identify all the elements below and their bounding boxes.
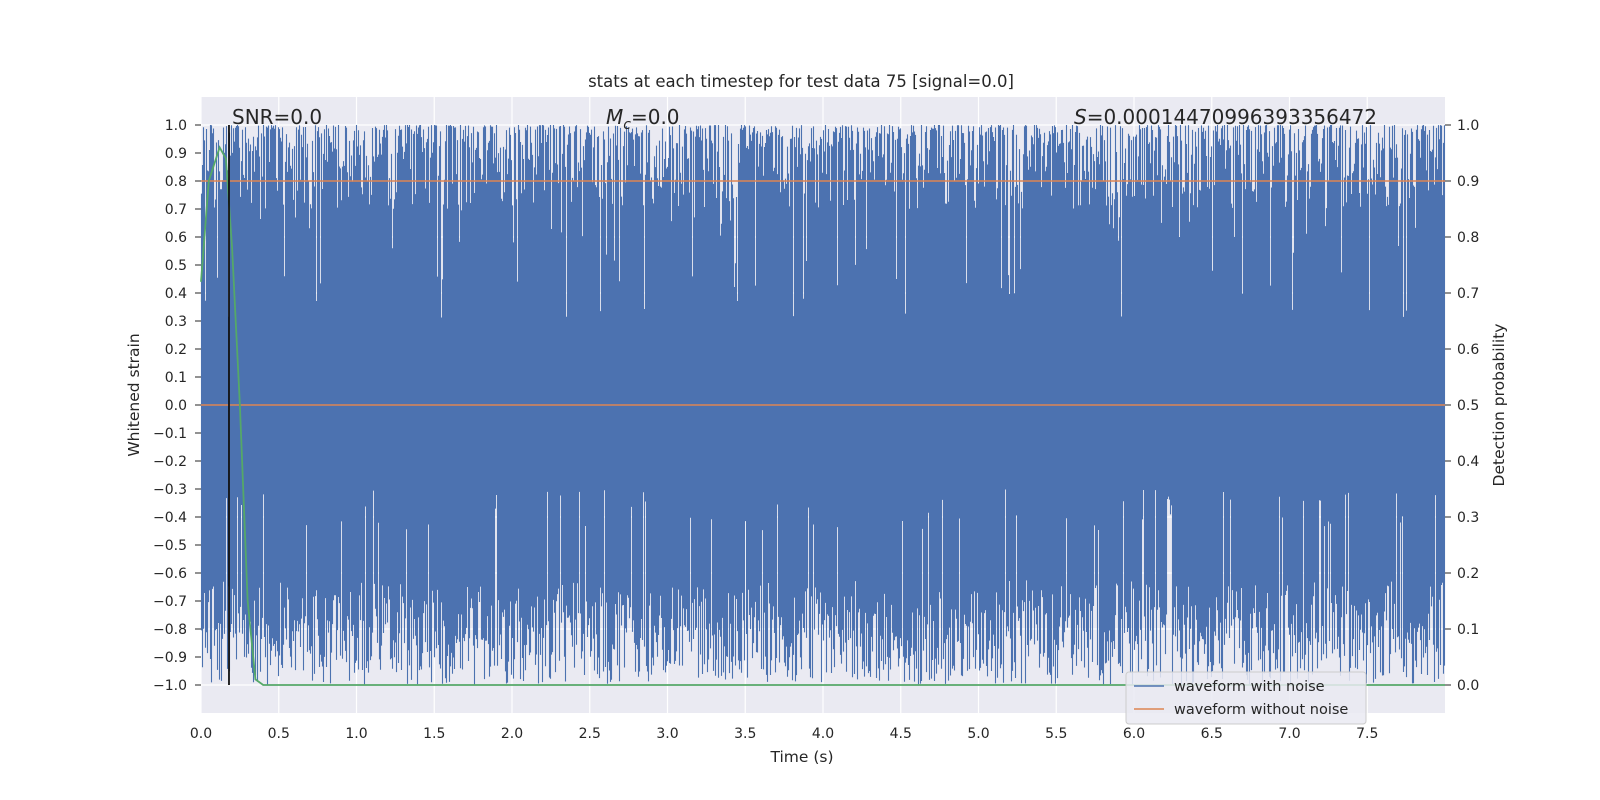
s-annotation: S=0.00014470996393356472 [1074,105,1377,129]
y-tick-label: 0.3 [165,314,187,330]
x-axis-label: Time (s) [769,748,833,766]
y2-tick-label: 0.8 [1457,230,1479,246]
y-tick-label: −0.2 [153,454,187,470]
y-tick-label: −0.3 [153,482,187,498]
x-tick-label: 1.5 [423,726,445,742]
y2-tick-label: 0.3 [1457,510,1479,526]
y-tick-label: 0.0 [165,398,187,414]
y2-axis-label: Detection probability [1490,324,1508,487]
y2-tick-labels: 1.0 0.9 0.8 0.7 0.6 0.5 0.4 0.3 0.2 0.1 0.0 [1445,118,1479,694]
x-tick-label: 3.5 [734,726,756,742]
y2-tick-label: 0.9 [1457,174,1479,190]
x-tick-label: 2.5 [579,726,601,742]
legend-label-clean: waveform without noise [1174,702,1348,718]
y-tick-label: 0.2 [165,342,187,358]
x-tick-label: 6.5 [1201,726,1223,742]
mc-value: =0.0 [631,105,680,129]
s-symbol: S [1074,105,1087,129]
s-value: =0.00014470996393356472 [1087,105,1377,129]
y-tick-label: 0.9 [165,146,187,162]
y-tick-label: −0.1 [153,426,187,442]
x-tick-label: 4.5 [890,726,912,742]
series-waveform-with-noise [200,125,1446,685]
series-waveform-without-noise [201,180,1445,406]
y-tick-label: 0.6 [165,230,187,246]
y-tick-label: −0.9 [153,650,187,666]
legend-label-noise: waveform with noise [1174,679,1325,695]
y-tick-label: 0.7 [165,202,187,218]
y-tick-label: −0.8 [153,622,187,638]
mc-annotation: Mc=0.0 [606,105,680,133]
y2-tick-label: 1.0 [1457,118,1479,134]
x-tick-label: 7.0 [1278,726,1300,742]
x-tick-label: 0.0 [190,726,212,742]
y-tick-label: 1.0 [165,118,187,134]
y-tick-label: 0.4 [165,286,187,302]
y-axis-label: Whitened strain [125,333,143,456]
y-tick-labels: 1.0 0.9 0.8 0.7 0.6 0.5 0.4 0.3 0.2 0.1 0.0 −0.1 −0.… [153,118,201,694]
legend: waveform with noise waveform without noi… [1125,671,1367,725]
x-tick-labels: 0.0 0.5 1.0 1.5 2.0 2.5 3.0 3.5 4.0 4.5 5.0 5.5 6.0 6… [190,726,1379,742]
y-tick-label: 0.1 [165,370,187,386]
x-tick-label: 7.5 [1356,726,1378,742]
x-tick-label: 3.0 [656,726,678,742]
x-tick-label: 1.0 [345,726,367,742]
chart-title: stats at each timestep for test data 75 … [588,72,1014,91]
series-detection-probability [200,145,1445,686]
y2-tick-label: 0.4 [1457,454,1479,470]
y2-tick-label: 0.6 [1457,342,1479,358]
snr-annotation: SNR=0.0 [232,105,322,129]
legend-box [1125,671,1367,725]
x-tick-label: 5.0 [967,726,989,742]
x-tick-label: 5.5 [1045,726,1067,742]
y2-tick-label: 0.0 [1457,678,1479,694]
y-tick-label: −0.6 [153,566,187,582]
mc-symbol: M [606,105,623,129]
y-tick-label: 0.8 [165,174,187,190]
y2-tick-label: 0.2 [1457,566,1479,582]
y2-tick-label: 0.1 [1457,622,1479,638]
x-tick-label: 2.0 [501,726,523,742]
y-tick-label: −0.7 [153,594,187,610]
y-tick-label: −0.4 [153,510,187,526]
y2-tick-label: 0.7 [1457,286,1479,302]
x-tick-label: 4.0 [812,726,834,742]
x-tick-label: 0.5 [268,726,290,742]
y-tick-label: 0.5 [165,258,187,274]
probability-line [200,145,1445,686]
x-tick-label: 6.0 [1123,726,1145,742]
y-tick-label: −0.5 [153,538,187,554]
y2-tick-label: 0.5 [1457,398,1479,414]
mc-subscript: c [623,117,631,133]
y-tick-label: −1.0 [153,678,187,694]
